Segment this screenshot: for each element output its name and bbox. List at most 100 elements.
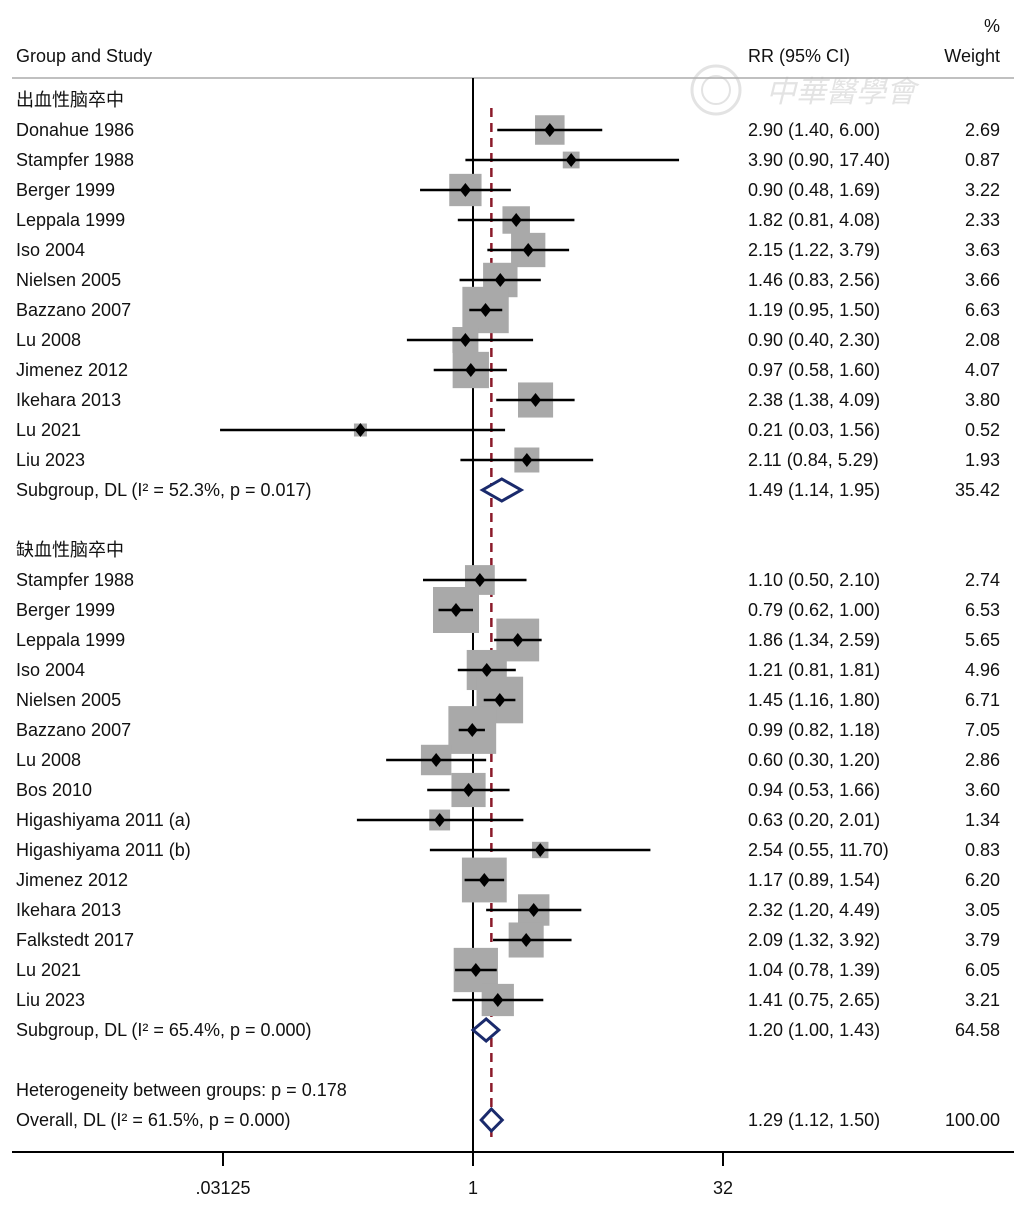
study-ci-text: 0.60 (0.30, 1.20) <box>748 750 880 770</box>
subgroup-label-weight: 35.42 <box>955 480 1000 500</box>
study-ci-text: 0.63 (0.20, 2.01) <box>748 810 880 830</box>
study-weight: 6.63 <box>965 300 1000 320</box>
x-tick-label: 32 <box>713 1178 733 1198</box>
study-weight: 6.05 <box>965 960 1000 980</box>
study-weight: 2.69 <box>965 120 1000 140</box>
study-label: Falkstedt 2017 <box>16 930 134 950</box>
study-ci-text: 0.21 (0.03, 1.56) <box>748 420 880 440</box>
study-label: Berger 1999 <box>16 180 115 200</box>
overall-label-weight: 100.00 <box>945 1110 1000 1130</box>
study-ci-text: 2.32 (1.20, 4.49) <box>748 900 880 920</box>
subgroup-label: Subgroup, DL (I² = 52.3%, p = 0.017) <box>16 480 312 500</box>
study-ci-text: 0.94 (0.53, 1.66) <box>748 780 880 800</box>
study-ci-text: 0.90 (0.48, 1.69) <box>748 180 880 200</box>
study-label: Lu 2021 <box>16 420 81 440</box>
study-label: Nielsen 2005 <box>16 270 121 290</box>
study-ci-text: 1.10 (0.50, 2.10) <box>748 570 880 590</box>
study-ci-text: 0.97 (0.58, 1.60) <box>748 360 880 380</box>
seal-icon <box>690 64 742 116</box>
study-weight: 1.93 <box>965 450 1000 470</box>
study-label: Leppala 1999 <box>16 630 125 650</box>
study-ci-text: 2.11 (0.84, 5.29) <box>748 450 879 470</box>
study-weight: 1.34 <box>965 810 1000 830</box>
study-ci-text: 0.99 (0.82, 1.18) <box>748 720 880 740</box>
point-estimate-marker <box>510 213 522 227</box>
point-estimate-marker <box>565 153 577 167</box>
point-estimate-marker <box>459 333 471 347</box>
point-estimate-marker <box>521 453 533 467</box>
point-estimate-marker <box>494 273 506 287</box>
point-estimate-marker <box>465 363 477 377</box>
study-weight: 3.60 <box>965 780 1000 800</box>
study-weight: 3.79 <box>965 930 1000 950</box>
study-weight: 2.86 <box>965 750 1000 770</box>
study-label: Higashiyama 2011 (b) <box>16 840 191 860</box>
study-weight: 2.33 <box>965 210 1000 230</box>
point-estimate-marker <box>450 603 462 617</box>
study-weight: 3.22 <box>965 180 1000 200</box>
point-estimate-marker <box>481 663 493 677</box>
study-ci-text: 2.38 (1.38, 4.09) <box>748 390 880 410</box>
point-estimate-marker <box>462 783 475 797</box>
study-weight: 6.20 <box>965 870 1000 890</box>
study-label: Lu 2008 <box>16 750 81 770</box>
study-label: Stampfer 1988 <box>16 150 134 170</box>
study-ci-text: 3.90 (0.90, 17.40) <box>748 150 890 170</box>
study-ci-text: 0.79 (0.62, 1.00) <box>748 600 880 620</box>
point-estimate-marker <box>534 843 546 857</box>
overall-diamond <box>479 1106 505 1134</box>
study-label: Leppala 1999 <box>16 210 125 230</box>
study-ci-text: 2.09 (1.32, 3.92) <box>748 930 880 950</box>
point-estimate-marker <box>430 753 442 767</box>
study-label: Liu 2023 <box>16 990 85 1010</box>
study-weight: 0.83 <box>965 840 1000 860</box>
study-label: Berger 1999 <box>16 600 115 620</box>
study-label: Bos 2010 <box>16 780 92 800</box>
study-ci-text: 1.04 (0.78, 1.39) <box>748 960 880 980</box>
study-label: Liu 2023 <box>16 450 85 470</box>
study-weight: 4.07 <box>965 360 1000 380</box>
point-estimate-marker <box>529 393 542 407</box>
study-ci-text: 1.17 (0.89, 1.54) <box>748 870 880 890</box>
study-ci-text: 2.15 (1.22, 3.79) <box>748 240 880 260</box>
point-estimate-marker <box>459 183 471 197</box>
group-title: 出血性脑卒中 <box>16 90 124 110</box>
overall-label-ci-text: 1.29 (1.12, 1.50) <box>748 1110 880 1130</box>
point-estimate-marker <box>512 633 524 647</box>
plot-layer <box>220 78 680 1152</box>
study-ci-text: 1.82 (0.81, 4.08) <box>748 210 880 230</box>
study-weight: 3.05 <box>965 900 1000 920</box>
study-label: Lu 2008 <box>16 330 81 350</box>
weight-header-top: % <box>984 16 1000 36</box>
point-estimate-marker <box>470 963 482 977</box>
point-estimate-marker <box>520 933 532 947</box>
point-estimate-marker <box>434 813 446 827</box>
study-weight: 2.08 <box>965 330 1000 350</box>
study-weight: 3.80 <box>965 390 1000 410</box>
subgroup-label-ci-text: 1.49 (1.14, 1.95) <box>748 480 880 500</box>
point-estimate-marker <box>478 873 490 887</box>
study-weight: 6.71 <box>965 690 1000 710</box>
point-estimate-marker <box>466 723 478 737</box>
subgroup-label: Subgroup, DL (I² = 65.4%, p = 0.000) <box>16 1020 312 1040</box>
subgroup-label-ci-text: 1.20 (1.00, 1.43) <box>748 1020 880 1040</box>
study-label: Jimenez 2012 <box>16 360 128 380</box>
study-ci-text: 1.86 (1.34, 2.59) <box>748 630 880 650</box>
point-estimate-marker <box>544 123 556 137</box>
study-label: Iso 2004 <box>16 240 85 260</box>
study-ci-text: 1.19 (0.95, 1.50) <box>748 300 880 320</box>
subgroup-diamond <box>479 477 525 503</box>
point-estimate-marker <box>522 243 534 257</box>
point-estimate-marker <box>479 303 492 317</box>
study-ci-text: 2.54 (0.55, 11.70) <box>748 840 889 860</box>
study-weight: 6.53 <box>965 600 1000 620</box>
group-title: 缺血性脑卒中 <box>16 540 124 560</box>
study-weight: 3.66 <box>965 270 1000 290</box>
subgroup-diamond <box>470 1017 502 1043</box>
study-weight: 3.63 <box>965 240 1000 260</box>
study-label: Ikehara 2013 <box>16 390 121 410</box>
svg-text:中華醫學會: 中華醫學會 <box>766 75 920 110</box>
study-label: Bazzano 2007 <box>16 720 131 740</box>
point-estimate-marker <box>492 993 504 1007</box>
